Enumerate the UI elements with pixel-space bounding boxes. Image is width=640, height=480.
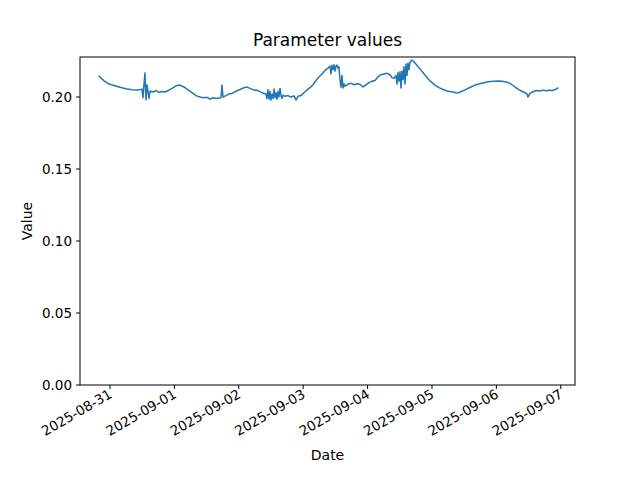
- y-tick-label: 0.10: [42, 233, 72, 249]
- y-axis-label-text: Value: [19, 202, 35, 240]
- x-tick-label: 2025-08-31: [39, 386, 115, 439]
- x-tick-label: 2025-09-02: [167, 386, 243, 439]
- axes-box: [80, 57, 575, 385]
- x-tick-label: 2025-09-03: [232, 386, 308, 439]
- x-tick-label: 2025-09-01: [103, 386, 179, 439]
- figure: Parameter values 0.000.050.100.150.20202…: [0, 0, 640, 480]
- x-tick-label: 2025-09-04: [296, 386, 372, 439]
- plot-area: 0.00 0.05 0.10 0.15 0.20 2025-08-312025-09-01…: [0, 0, 640, 480]
- x-tick-label: 2025-09-06: [425, 386, 501, 439]
- y-tick-label: 0.05: [42, 305, 72, 321]
- data-series-line: [99, 60, 558, 100]
- x-tick-label: 2025-09-07: [489, 386, 565, 439]
- y-tick-label: 0.15: [42, 161, 72, 177]
- x-axis-label: Date: [80, 447, 575, 463]
- y-tick-label: 0.20: [42, 89, 72, 105]
- y-tick-label: 0.00: [42, 377, 72, 393]
- x-tick-label: 2025-09-05: [361, 386, 437, 439]
